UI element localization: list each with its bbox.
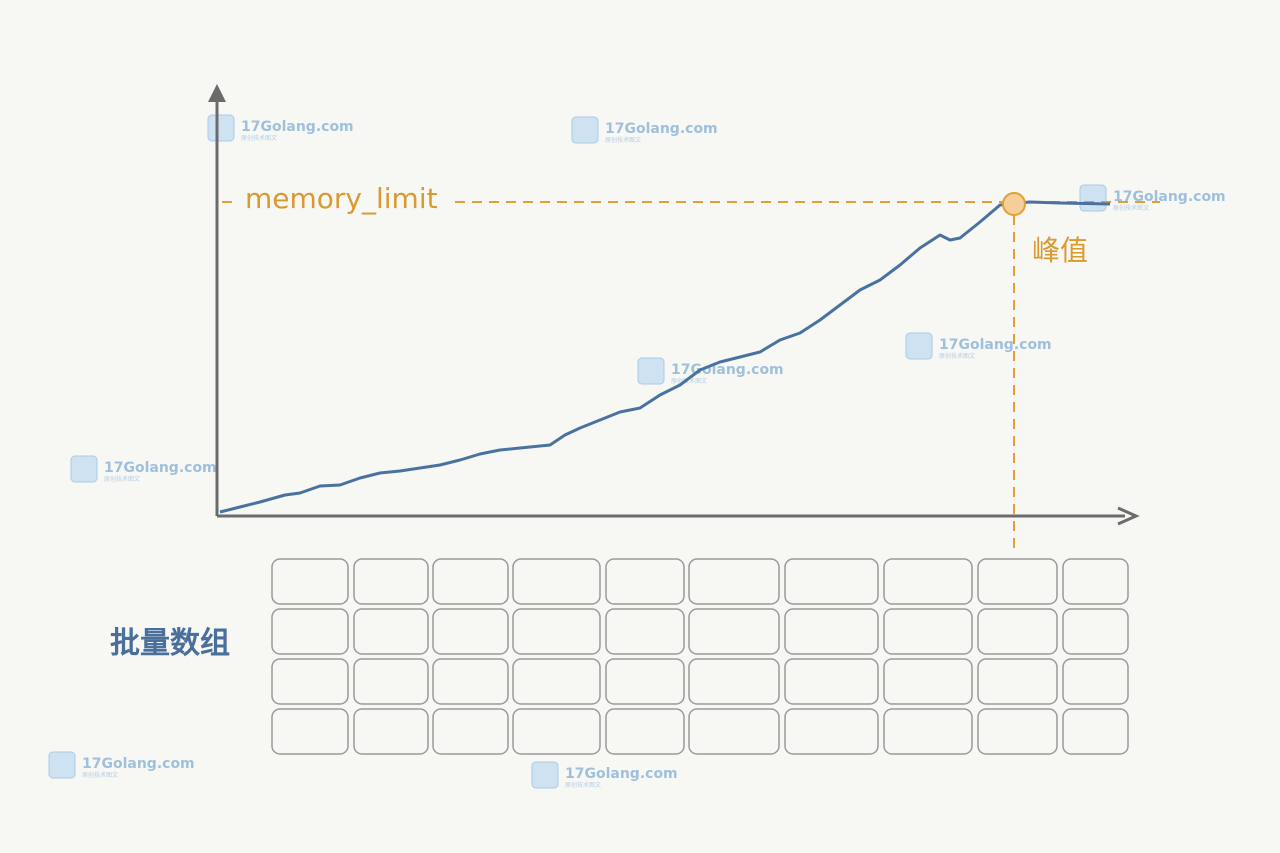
watermark-tagline: 原创技术图文 (241, 134, 277, 142)
watermark-tagline: 原创技术图文 (82, 771, 118, 779)
watermark-icon (207, 114, 235, 142)
array-cell (353, 558, 429, 605)
array-cell (353, 608, 429, 655)
watermark-site: 17Golang.com (82, 756, 195, 772)
watermark-site: 17Golang.com (605, 121, 718, 137)
watermark-icon (637, 357, 665, 385)
array-cell (512, 708, 601, 755)
array-cell (883, 658, 973, 705)
array-cell (1062, 708, 1129, 755)
watermark-tagline: 原创技术图文 (939, 352, 975, 360)
watermark-icon (48, 751, 76, 779)
array-cell (883, 558, 973, 605)
watermark-tagline: 原创技术图文 (605, 136, 641, 144)
array-cell (432, 708, 509, 755)
array-cell (784, 708, 879, 755)
array-cell (977, 708, 1058, 755)
array-cell (271, 708, 349, 755)
array-cell (271, 608, 349, 655)
array-cell (271, 658, 349, 705)
watermark-icon (70, 455, 98, 483)
array-cell (605, 708, 685, 755)
array-cell (512, 658, 601, 705)
array-cell (432, 608, 509, 655)
watermark-site: 17Golang.com (1113, 189, 1226, 205)
array-cell (688, 608, 780, 655)
array-cell (271, 558, 349, 605)
array-cell (353, 708, 429, 755)
y-arrow (208, 84, 226, 102)
watermark-icon (571, 116, 599, 144)
array-cell (688, 708, 780, 755)
array-cell (1062, 558, 1129, 605)
watermark-site: 17Golang.com (565, 766, 678, 782)
array-cell (605, 608, 685, 655)
array-cell (688, 558, 780, 605)
array-cell (605, 558, 685, 605)
array-cell (432, 658, 509, 705)
watermark-tagline: 原创技术图文 (565, 781, 601, 789)
watermark-icon (531, 761, 559, 789)
array-cell (605, 658, 685, 705)
watermark-tagline: 原创技术图文 (104, 475, 140, 483)
x-arrow (1117, 506, 1140, 526)
array-cell (784, 658, 879, 705)
array-cell (977, 608, 1058, 655)
peak-label: 峰值 (1032, 234, 1088, 267)
watermark-site: 17Golang.com (671, 362, 784, 378)
array-cell (432, 558, 509, 605)
array-cell (883, 708, 973, 755)
array-cell (512, 608, 601, 655)
array-cell (977, 558, 1058, 605)
array-cell (883, 608, 973, 655)
limit-label: memory_limit (245, 182, 438, 215)
watermark-icon (905, 332, 933, 360)
watermark-tagline: 原创技术图文 (671, 377, 707, 385)
array-cell (977, 658, 1058, 705)
array-cell (1062, 608, 1129, 655)
array-cell (512, 558, 601, 605)
array-cell (784, 608, 879, 655)
array-cell (688, 658, 780, 705)
watermark-tagline: 原创技术图文 (1113, 204, 1149, 212)
memory-curve (219, 200, 1111, 514)
watermark-site: 17Golang.com (939, 337, 1052, 353)
array-cell (353, 658, 429, 705)
array-cell (784, 558, 879, 605)
array-cell (1062, 658, 1129, 705)
array-label: 批量数组 (110, 626, 230, 661)
watermark-icon (1079, 184, 1107, 212)
watermark-site: 17Golang.com (241, 119, 354, 135)
peak-point (1002, 192, 1026, 216)
watermark-site: 17Golang.com (104, 460, 217, 476)
